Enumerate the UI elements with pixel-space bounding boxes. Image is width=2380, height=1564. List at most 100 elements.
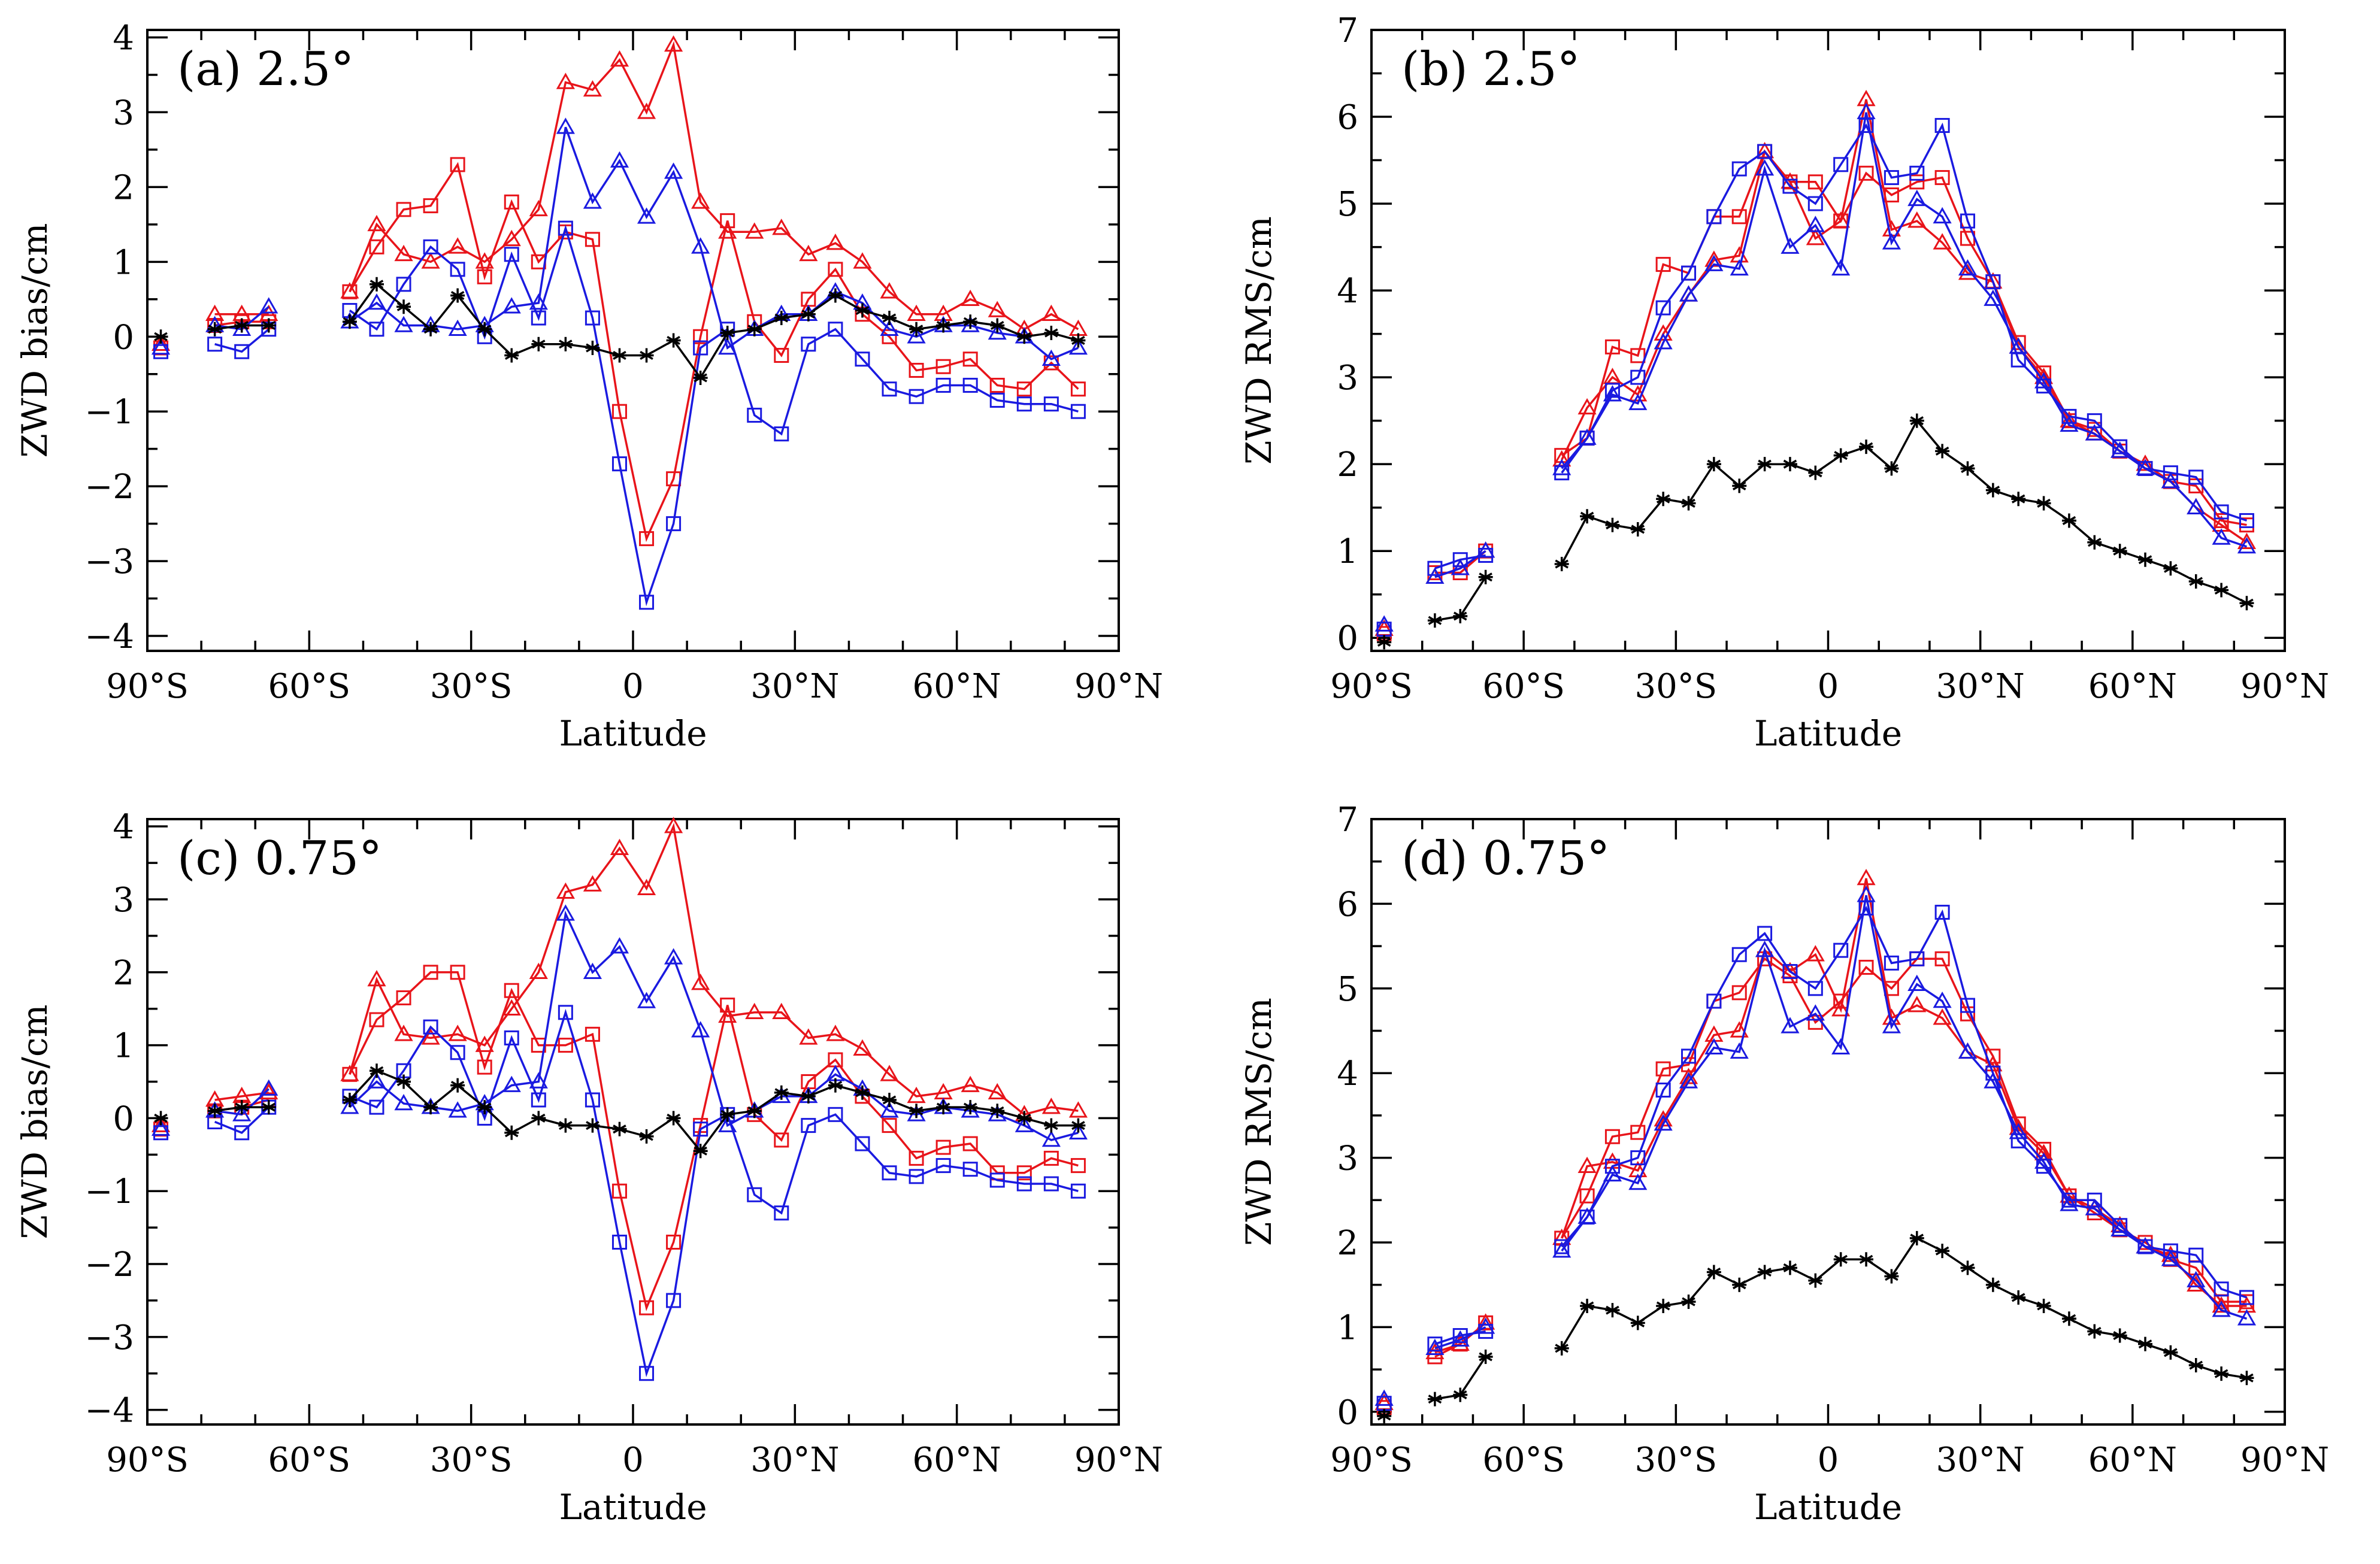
panel-c-red-triangle-point	[691, 974, 710, 990]
panel-b: 90°S 60°S 30°S 0 30°N 60°N 90°N 0 1 2 3 4 5 6 7 Latitud…	[1239, 11, 2329, 754]
panel-d-series-red-triangle	[1374, 868, 2257, 1410]
panel-b-blue-square-point	[1452, 552, 1468, 568]
panel-c-blue-square-point	[855, 1136, 870, 1151]
panel-a-xtick-label: 0	[622, 667, 644, 706]
panel-c-blue-square-point	[989, 1172, 1005, 1188]
panel-c-blue-triangle-point	[610, 937, 629, 954]
panel-c-blue-square-point	[450, 1045, 465, 1060]
panel-c-red-triangle-point	[421, 1028, 440, 1045]
panel-b-blue-square-point	[1884, 170, 1899, 186]
panel-d-blue-square-point	[1985, 1065, 2001, 1081]
panel-a-blue-square-point	[450, 262, 465, 277]
panel-b-blue-triangle-point	[1704, 254, 1724, 271]
panel-c-red-square-point	[1016, 1165, 1032, 1181]
panel-c-black-star-line	[349, 1069, 1079, 1153]
panel-d-red-square-point	[1934, 951, 1950, 966]
panel-b-blue-square-point	[1960, 213, 1975, 229]
panel-c-xtick-label: 60°S	[268, 1441, 351, 1480]
panel-d-black-star-point	[1782, 1260, 1797, 1275]
panel-c-black-star-point	[585, 1118, 600, 1133]
panel-d-blue-square-point	[1934, 905, 1950, 920]
panel-b-red-triangle-point	[1654, 324, 1673, 341]
panel-d-black-star-point	[1605, 1303, 1620, 1318]
panel-a-red-triangle-point	[880, 282, 899, 299]
panel-a: 90°S 60°S 30°S 0 30°N 60°N 90°N −4 −3 −2 −1 0 1 2 3 4 La…	[14, 19, 1163, 754]
panel-c-ylabel: ZWD bias/cm	[14, 1005, 55, 1239]
panel-a-black-star-point	[990, 318, 1005, 333]
panel-a-red-triangle-point	[610, 50, 629, 67]
panel-a-blue-square-point	[531, 310, 546, 326]
panel-a-blue-triangle-point	[259, 297, 278, 314]
panel-b-series-blue-square	[1376, 118, 2254, 637]
panel-b-series-blue-triangle	[1374, 102, 2257, 632]
panel-d-series-black-star	[1377, 1230, 2254, 1423]
panel-c-red-triangle-point	[1068, 1101, 1088, 1118]
panel-d-blue-square-point	[1681, 1048, 1697, 1064]
panel-b-series-black-star	[1377, 413, 2254, 650]
panel-c-black-star-point	[963, 1100, 978, 1115]
panel-c-red-triangle-point	[799, 1028, 818, 1045]
panel-c-red-square-point	[666, 1234, 682, 1250]
panel-c-black-star-point	[396, 1074, 411, 1089]
panel-d-black-star-point	[2138, 1336, 2153, 1351]
panel-a-red-triangle-point	[421, 252, 440, 269]
panel-d-blue-square-line	[1561, 905, 2248, 1299]
panel-a-blue-triangle-point	[448, 319, 467, 337]
panel-c-black-star-point	[855, 1085, 870, 1100]
panel-d-blue-square-point	[1452, 1328, 1468, 1344]
panel-b-red-square-point	[1884, 187, 1899, 203]
panel-d-blue-triangle-point	[2212, 1301, 2231, 1317]
panel-c-black-star-point	[828, 1078, 843, 1093]
panel-a-ytick-label: 3	[113, 93, 134, 132]
panel-a-xtick-label: 30°S	[430, 667, 513, 706]
panel-c-blue-square-point	[504, 1030, 519, 1045]
panel-b-black-star-point	[2188, 574, 2203, 589]
panel-a-blue-triangle-point	[880, 319, 899, 337]
panel-b-red-square-point	[1934, 170, 1950, 186]
panel-b-xtick-label: 30°N	[1936, 667, 2025, 706]
panel-c-red-square-point	[369, 1012, 384, 1027]
panel-a-blue-square-point	[369, 322, 384, 337]
panel-b-black-star-point	[2138, 552, 2153, 567]
panel-a-series-red-triangle	[151, 35, 1088, 351]
panel-c-blue-square-point	[234, 1125, 250, 1141]
panel-d-red-triangle-point	[1933, 1008, 1952, 1025]
panel-b-blue-square-point	[1833, 157, 1849, 172]
panel-d-blue-triangle-point	[1907, 974, 1927, 991]
panel-c-black-star-point	[666, 1111, 681, 1126]
panel-a-red-triangle-point	[151, 334, 171, 351]
panel-b-blue-square-point	[1731, 161, 1747, 177]
panel-d-red-square-point	[1858, 959, 1874, 975]
panel-a-black-star-point	[909, 322, 924, 337]
panel-a-ytick-label: −1	[84, 393, 134, 432]
panel-d-blue-square-point	[1427, 1336, 1443, 1352]
panel-b-title: (b) 2.5°	[1401, 43, 1580, 96]
panel-a-blue-triangle-point	[637, 207, 656, 224]
panel-c-black-star-point	[936, 1100, 951, 1115]
panel-d-xtick-label: 30°N	[1936, 1441, 2025, 1480]
panel-c-blue-triangle-point	[529, 1072, 548, 1089]
panel-d-black-star-point	[1453, 1387, 1468, 1402]
panel-d-blue-triangle-point	[2060, 1195, 2079, 1211]
panel-c-black-star-point	[261, 1100, 276, 1115]
panel-b-red-triangle-point	[1907, 211, 1927, 228]
panel-c-red-square-point	[935, 1139, 951, 1155]
panel-d-blue-square-point	[1833, 942, 1849, 958]
panel-a-black-star-point	[720, 326, 735, 341]
panel-a-red-square-point	[909, 362, 924, 378]
panel-a-red-square-point	[989, 377, 1005, 393]
panel-c-blue-square-point	[585, 1092, 600, 1108]
panel-b-blue-square-point	[2214, 504, 2229, 520]
panel-d-blue-triangle-point	[1781, 1017, 1800, 1033]
panel-a-blue-square-point	[909, 389, 924, 404]
panel-d-blue-square-line	[1434, 1330, 1486, 1345]
panel-a-blue-square-point	[1016, 396, 1032, 412]
panel-c-red-triangle-point	[664, 817, 683, 833]
panel-d-blue-triangle-point	[1831, 1038, 1851, 1055]
panel-d-xtick-label: 0	[1818, 1441, 1839, 1480]
panel-c-red-triangle-point	[826, 1025, 845, 1041]
panel-b-red-square-point	[2087, 422, 2102, 437]
panel-a-blue-square-point	[1070, 404, 1086, 419]
panel-c-red-triangle-point	[853, 1039, 872, 1056]
panel-a-red-square-point	[450, 157, 465, 172]
